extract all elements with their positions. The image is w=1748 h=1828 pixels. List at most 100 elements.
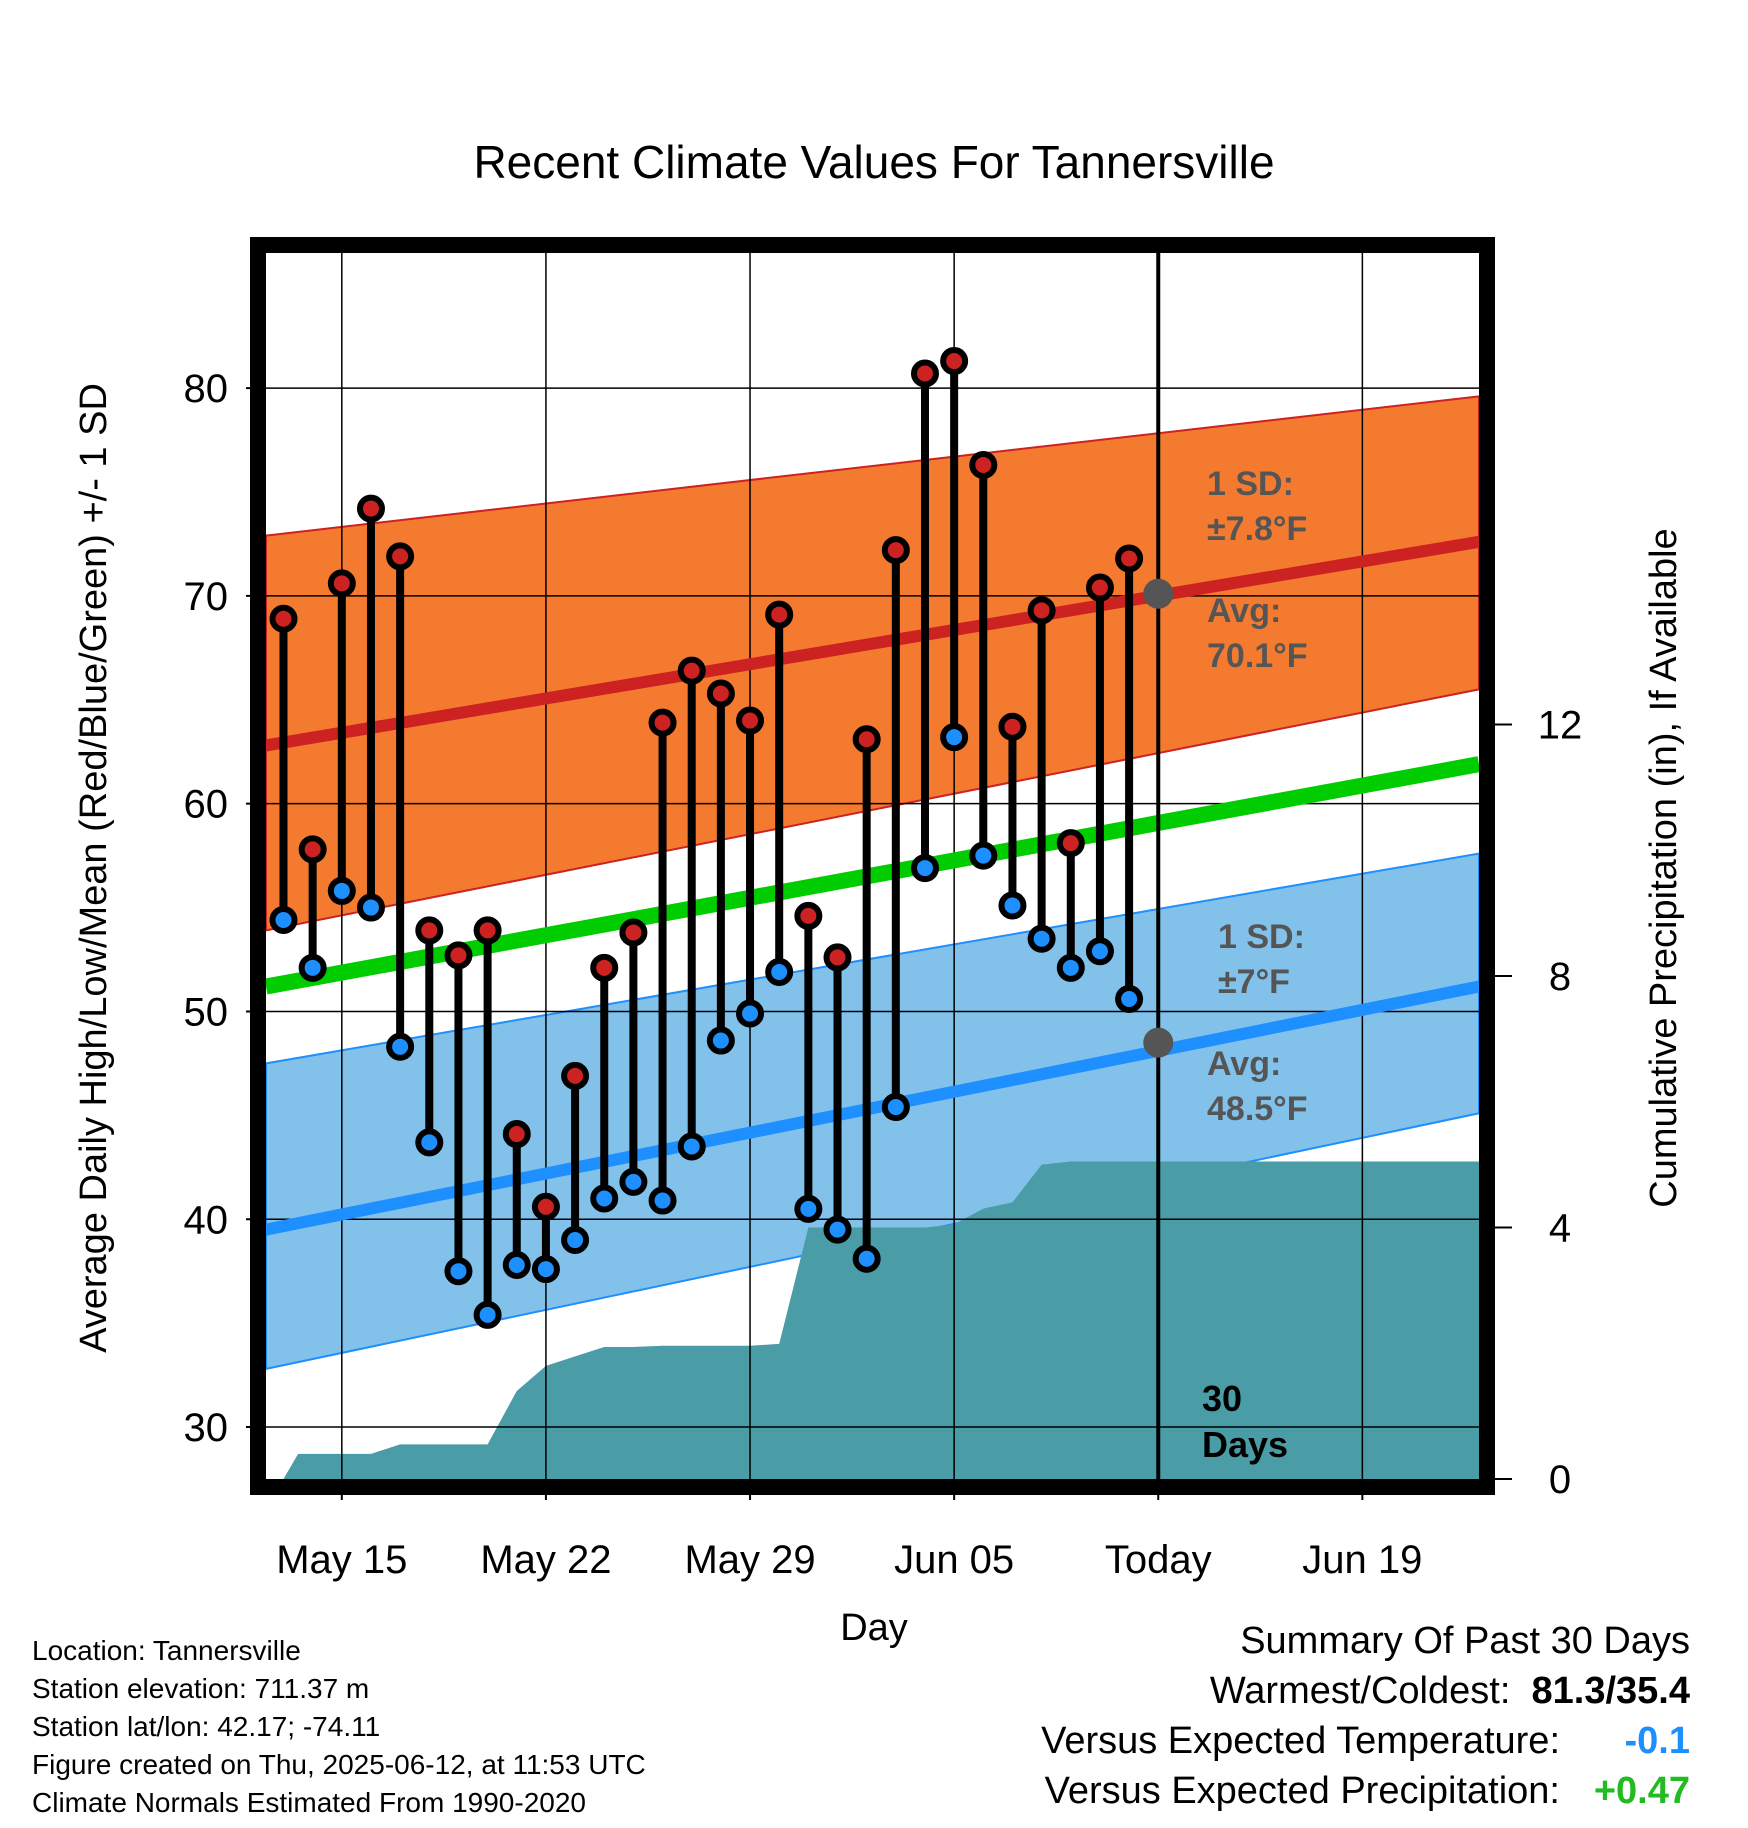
x-tick-label: Jun 05 [894,1538,1014,1582]
daily-low-point [590,1184,619,1213]
daily-low-point [561,1226,590,1255]
y2-tick-label: 0 [1549,1458,1571,1502]
high-avg-today-marker [1143,578,1174,609]
daily-high-point [386,542,415,571]
daily-low-point [1085,937,1114,966]
daily-high-point [736,706,765,735]
chart-title: Recent Climate Values For Tannersville [473,136,1274,188]
daily-high-point [969,450,998,479]
daily-low-point [415,1128,444,1157]
daily-low-point [823,1215,852,1244]
x-tick-label: May 15 [276,1538,407,1582]
daily-high-point [881,536,910,565]
daily-high-point [677,656,706,685]
y2-tick-label: 8 [1549,955,1571,999]
daily-high-point [1056,829,1085,858]
x-tick-label: Today [1105,1538,1212,1582]
summary-warmest-label: Warmest/Coldest: [1209,1670,1511,1712]
daily-high-point [590,953,619,982]
daily-low-point [1027,924,1056,953]
y-axis-ticks: 30 40 50 60 70 80 [184,283,266,1450]
daily-high-point [823,943,852,972]
info-normals: Climate Normals Estimated From 1990-2020 [32,1787,586,1818]
normal-low-line [264,980,1481,1236]
y-tick-label: 40 [184,1198,229,1242]
y-tick-label: 30 [184,1406,229,1450]
daily-high-point [531,1192,560,1221]
y-tick-label: 60 [184,783,229,827]
normal-high-line [265,535,1480,752]
daily-high-point [444,941,473,970]
high-avg-value: 70.1°F [1207,637,1308,675]
daily-low-point [998,891,1027,920]
high-avg-label: Avg: [1207,592,1281,630]
low-avg-today-marker [1143,1027,1174,1058]
y-axis-label: Average Daily High/Low/Mean (Red/Blue/Gr… [73,383,115,1353]
daily-low-point [765,957,794,986]
low-annotation: 1 SD: ±7°F Avg: 48.5°F [1207,918,1308,1128]
daily-high-point [940,347,969,376]
daily-low-point [298,953,327,982]
daily-high-point [619,918,648,947]
info-created: Figure created on Thu, 2025-06-12, at 11… [32,1749,646,1780]
daily-low-point [444,1257,473,1286]
daily-low-point [852,1244,881,1273]
summary-title: Summary Of Past 30 Days [1240,1620,1690,1662]
daily-low-point [648,1186,677,1215]
x-tick-label: Jun 19 [1302,1538,1422,1582]
summary-precip-value: +0.47 [1593,1770,1690,1812]
info-latlon: Station lat/lon: 42.17; -74.11 [32,1711,381,1742]
daily-high-point [998,712,1027,741]
daily-low-point [473,1300,502,1329]
today-window-number: 30 [1202,1378,1242,1419]
today-window-label: 30 Days [1202,1378,1288,1465]
low-avg-label: Avg: [1207,1045,1281,1083]
daily-high-point [852,725,881,754]
x-axis-ticks: May 15 May 22 May 29 Jun 05 Today Jun 19 [276,1479,1422,1582]
y-tick-label: 70 [184,575,229,619]
daily-high-point [561,1061,590,1090]
daily-high-point [1115,544,1144,573]
daily-high-point [269,604,298,633]
daily-high-point [706,679,735,708]
plot-frame [250,237,1495,1495]
y2-axis-label: Cumulative Precipitation (in), If Availa… [1643,528,1685,1207]
daily-high-point [794,901,823,930]
daily-low-point [619,1167,648,1196]
daily-low-point [706,1026,735,1055]
daily-low-point [940,723,969,752]
station-info: Location: Tannersville Station elevation… [32,1632,646,1822]
daily-low-point [386,1032,415,1061]
daily-low-point [327,876,356,905]
high-sd-value: ±7.8°F [1207,510,1307,548]
y-tick-label: 50 [184,990,229,1034]
daily-high-point [910,359,939,388]
low-avg-value: 48.5°F [1207,1090,1308,1128]
daily-high-point [1027,596,1056,625]
daily-low-point [677,1132,706,1161]
summary-warmest-value: 81.3/35.4 [1531,1670,1690,1712]
y2-axis-ticks: 0 4 8 12 [1479,704,1582,1502]
info-elevation: Station elevation: 711.37 m [32,1673,370,1704]
summary-precip-label: Versus Expected Precipitation: [1044,1770,1560,1812]
daily-low-point [794,1194,823,1223]
daily-temperature-bars [269,347,1144,1329]
high-sd-label: 1 SD: [1207,465,1294,503]
daily-high-point [327,569,356,598]
summary-temp-value: -0.1 [1624,1720,1690,1762]
today-window-unit: Days [1202,1424,1288,1465]
y2-tick-label: 12 [1538,704,1583,748]
daily-high-point [502,1120,531,1149]
summary-panel: Summary Of Past 30 Days Warmest/Coldest:… [1041,1620,1690,1820]
daily-low-point [1115,984,1144,1013]
daily-low-point [736,999,765,1028]
daily-high-point [473,916,502,945]
x-tick-label: May 22 [480,1538,611,1582]
daily-high-point [765,600,794,629]
x-tick-label: May 29 [684,1538,815,1582]
plot-area: 1 SD: ±7.8°F Avg: 70.1°F 1 SD: ±7°F Avg:… [264,253,1481,1479]
daily-low-point [1056,953,1085,982]
low-sd-label: 1 SD: [1218,918,1305,956]
daily-low-point [356,893,385,922]
